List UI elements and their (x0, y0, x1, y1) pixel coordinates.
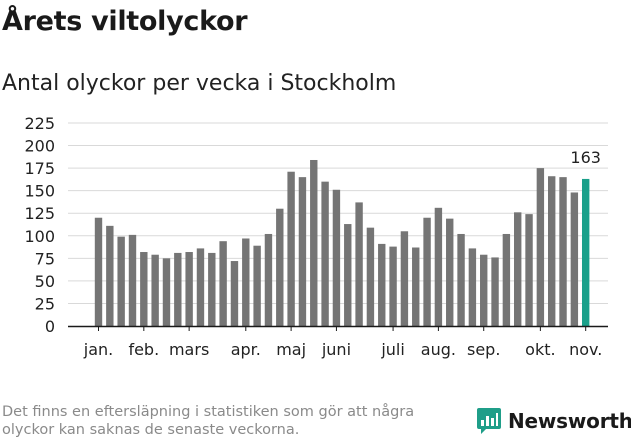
x-tick-label: juli (380, 340, 404, 359)
bar (412, 247, 420, 326)
bar (548, 176, 556, 326)
bar (94, 217, 103, 326)
bar (196, 248, 205, 326)
bar (355, 202, 363, 326)
bar (468, 248, 477, 326)
bar (230, 261, 239, 326)
bar (480, 254, 488, 326)
bar (423, 217, 431, 326)
x-tick-label: apr. (231, 340, 261, 359)
bar (434, 207, 443, 326)
newsworthy-icon (477, 408, 501, 434)
bar (106, 225, 114, 326)
y-tick-label: 50 (35, 272, 55, 291)
bar (162, 258, 171, 326)
bar (491, 257, 499, 326)
bar (140, 252, 148, 326)
bar (242, 238, 250, 326)
x-tick-label: juni (321, 340, 351, 359)
x-tick-label: nov. (569, 340, 602, 359)
bar (400, 231, 409, 326)
footnote: Det finns en eftersläpning i statistiken… (2, 404, 415, 438)
bar (332, 189, 341, 326)
bar (344, 224, 352, 326)
x-tick-label: sep. (467, 340, 500, 359)
bar (208, 252, 216, 326)
y-tick-label: 200 (24, 137, 55, 156)
bar (298, 177, 307, 326)
bar (253, 245, 261, 326)
x-tick-label: maj (276, 340, 306, 359)
bar (151, 254, 159, 326)
bar (559, 177, 567, 326)
newsworthy-logo: Newsworthy (476, 407, 631, 435)
brand-name: Newsworthy (508, 409, 631, 433)
x-tick-label: jan. (83, 340, 113, 359)
bar (457, 233, 465, 326)
bar (276, 208, 284, 326)
bar (185, 252, 193, 326)
bar (570, 192, 579, 326)
chart-title: Årets viltolyckor (2, 6, 248, 37)
y-tick-label: 75 (35, 249, 55, 268)
bar-highlight (581, 178, 590, 326)
bar (264, 233, 273, 326)
y-tick-label: 225 (24, 114, 55, 133)
bar (128, 234, 137, 326)
y-tick-label: 175 (24, 159, 55, 178)
bar (536, 168, 545, 326)
bar (446, 218, 454, 326)
bar (502, 233, 511, 326)
y-tick-label: 150 (24, 182, 55, 201)
bar-chart: 0 25 50 75 100 125 150 175 200 225 jan. feb. mars apr… (24, 114, 608, 359)
bar (525, 214, 533, 326)
y-tick-label: 0 (45, 317, 55, 336)
bar (389, 246, 397, 326)
bar (310, 159, 318, 326)
x-tick-label: okt. (525, 340, 555, 359)
y-tick-label: 100 (24, 227, 55, 246)
bar (378, 243, 386, 326)
bar (321, 181, 329, 326)
bar (219, 241, 227, 326)
chart-subtitle: Antal olyckor per vecka i Stockholm (2, 71, 397, 96)
bar (287, 171, 295, 326)
x-tick-label: feb. (128, 340, 159, 359)
data-label: 163 (570, 148, 601, 167)
bar (174, 252, 182, 326)
bar (366, 227, 375, 326)
x-tick-label: aug. (421, 340, 456, 359)
bar (514, 212, 522, 326)
y-tick-label: 125 (24, 204, 55, 223)
y-tick-label: 25 (35, 294, 55, 313)
bar (117, 236, 125, 326)
x-tick-label: mars (169, 340, 209, 359)
